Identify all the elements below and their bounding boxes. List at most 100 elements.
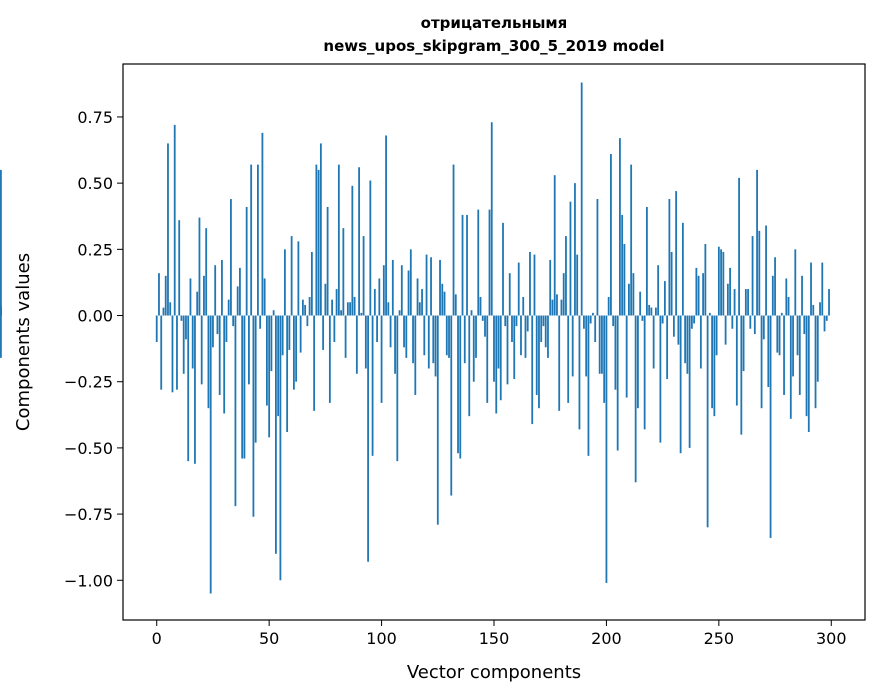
x-tick-label: 200 [591, 629, 622, 648]
bar-239 [693, 315, 696, 324]
bar-163 [522, 296, 525, 316]
bar-160 [515, 315, 518, 327]
bar-266 [753, 315, 756, 335]
bar-256 [731, 315, 734, 329]
bar-62 [295, 315, 298, 382]
bar-67 [306, 315, 309, 327]
bar-128 [443, 291, 446, 316]
bar-282 [789, 315, 792, 419]
x-tick-label: 100 [366, 629, 397, 648]
bar-30 [223, 315, 226, 414]
bar-267 [756, 169, 758, 316]
bar-94 [367, 315, 369, 562]
bar-148 [488, 209, 491, 316]
x-tick-label: 0 [152, 629, 162, 648]
bar-24 [209, 315, 212, 594]
bar-88 [353, 296, 356, 316]
bar-181 [562, 273, 565, 316]
bar-285 [796, 315, 799, 356]
x-tick-label: 300 [816, 629, 847, 648]
bar-194 [592, 312, 594, 316]
bar-185 [571, 315, 574, 377]
bar-195 [594, 315, 597, 342]
bar-177 [553, 175, 556, 316]
bar-273 [769, 315, 772, 538]
bar-36 [236, 286, 239, 316]
bar-92 [362, 236, 365, 316]
bar-144 [479, 296, 482, 316]
bar-192 [587, 315, 590, 456]
bar-252 [722, 251, 725, 316]
bar-214 [637, 315, 639, 409]
bar-129 [445, 315, 448, 356]
bar-105 [391, 259, 394, 316]
bar-233 [679, 315, 682, 454]
bar-72 [317, 169, 320, 316]
bar-60 [290, 236, 293, 316]
bar-117 [418, 302, 421, 316]
bar-84 [344, 315, 347, 358]
x-tick-label: 250 [704, 629, 735, 648]
bar-237 [688, 315, 691, 448]
bar-3 [162, 307, 165, 316]
bar-281 [787, 296, 790, 316]
bar-71 [315, 164, 318, 316]
bar-236 [686, 315, 689, 374]
bar-187 [576, 254, 579, 316]
bar-43 [252, 315, 255, 517]
bar-142 [475, 315, 477, 358]
bar-116 [416, 278, 419, 316]
bar-31 [225, 315, 228, 342]
bar-243 [702, 273, 705, 316]
bar-248 [713, 315, 716, 417]
bar-152 [497, 315, 500, 369]
bar-296 [821, 262, 824, 316]
bar-216 [641, 315, 644, 321]
bar-221 [652, 315, 655, 369]
bar-119 [423, 315, 426, 356]
bar-162 [520, 315, 522, 356]
bar-111 [405, 315, 408, 358]
bar-12 [182, 315, 185, 374]
bar-261 [742, 315, 745, 372]
bar-121 [427, 315, 430, 369]
bar-98 [376, 315, 378, 342]
bar-56 [281, 315, 284, 356]
bar-51 [270, 315, 273, 372]
bar-70 [313, 315, 316, 411]
bar-288 [803, 315, 806, 335]
bar-217 [643, 315, 646, 430]
bar-200 [605, 315, 608, 583]
bar-241 [697, 275, 700, 316]
bar-190 [583, 315, 585, 329]
bar-2 [160, 315, 163, 390]
bar-220 [650, 307, 653, 316]
bar-122 [430, 257, 432, 316]
bar-61 [292, 315, 295, 390]
bar-42 [250, 164, 253, 316]
bar-147 [486, 315, 489, 403]
bar-97 [373, 289, 376, 316]
bar-259 [738, 177, 740, 316]
bar-83 [342, 228, 345, 316]
bar-107 [396, 315, 399, 462]
bar-151 [495, 315, 498, 414]
bar-46 [259, 315, 262, 329]
bar-251 [720, 249, 722, 316]
bar-180 [560, 299, 563, 316]
y-axis-ticks: 0.75 0.50 0.25 0.00 −0.25 −0.50 −0.75 −1.00 [64, 108, 123, 590]
y-tick-label: −0.25 [64, 373, 113, 392]
bar-145 [481, 315, 484, 321]
bar-undefined [0, 169, 2, 316]
bar-78 [331, 299, 334, 316]
bar-140 [470, 310, 473, 316]
bar-235 [684, 315, 687, 364]
bar-284 [794, 249, 797, 316]
bar-8 [173, 124, 176, 316]
bar-93 [364, 315, 367, 369]
bar-297 [823, 315, 826, 332]
bar-247 [711, 315, 714, 409]
bar-139 [468, 315, 471, 417]
bar-228 [668, 199, 671, 316]
bar-21 [203, 275, 205, 316]
